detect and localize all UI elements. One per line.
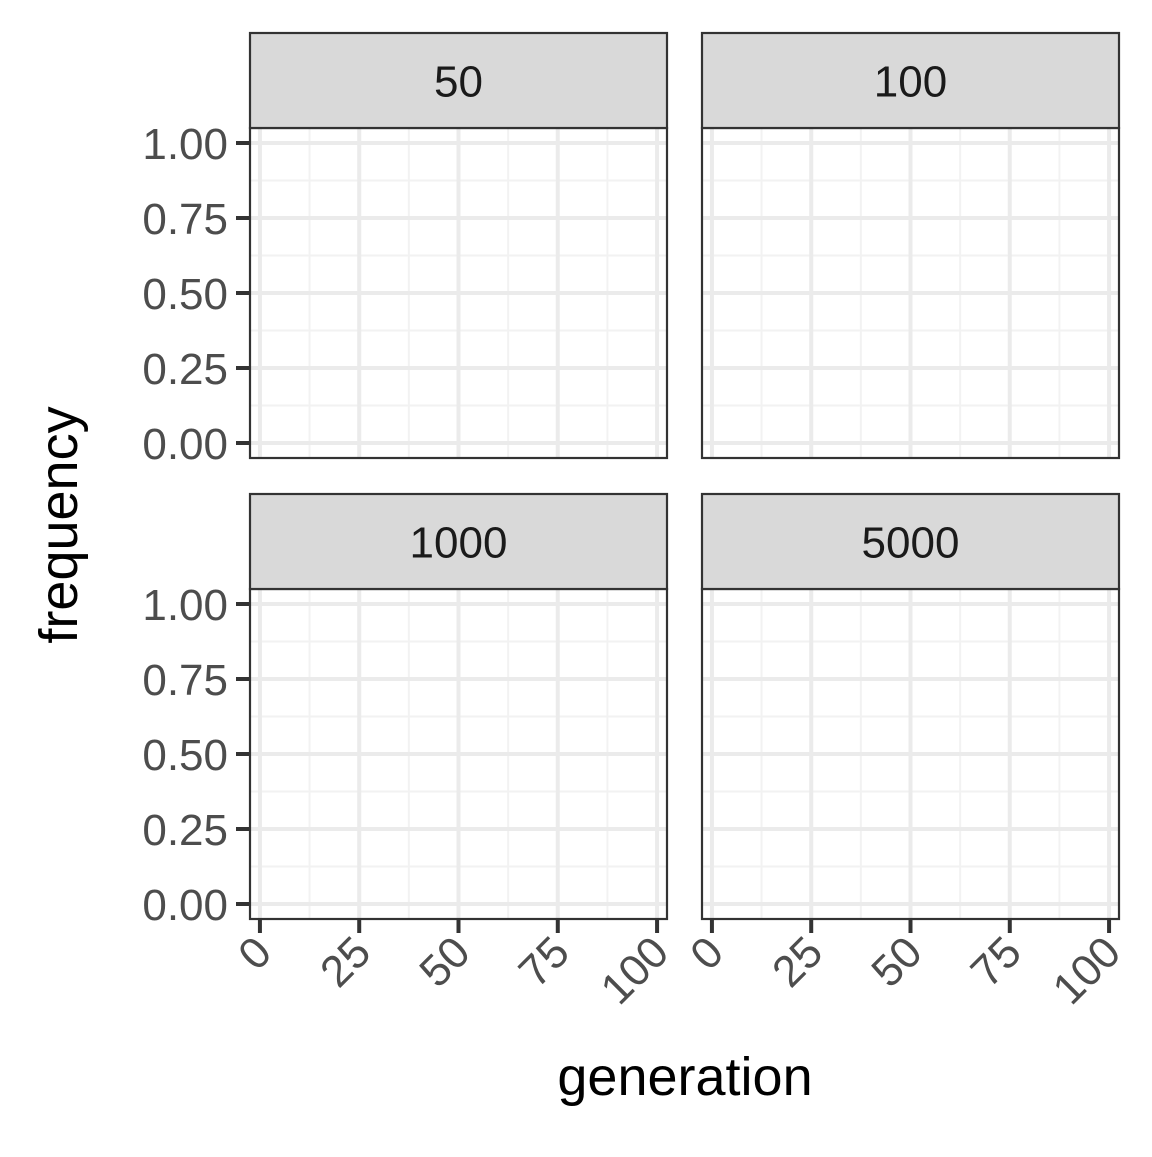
facet-panel-1000: 1000 0.00 0.25 0.50 0.75 1.00 0 25 50 75 100 xyxy=(142,492,679,1014)
y-tick-label: 0.50 xyxy=(142,270,228,319)
y-tick-label: 0.25 xyxy=(142,806,228,855)
panels-layer: 500.000.250.500.751.0010010000.000.250.5… xyxy=(142,31,1131,1014)
facet-strip-label: 100 xyxy=(874,58,947,107)
y-tick-label: 0.75 xyxy=(142,656,228,705)
x-tick-label: 25 xyxy=(763,927,832,996)
x-tick-label: 0 xyxy=(229,927,281,979)
y-tick-label: 0.75 xyxy=(142,195,228,244)
x-axis-title: generation xyxy=(557,1047,812,1107)
y-tick-label: 0.25 xyxy=(142,345,228,394)
y-tick-label: 0.00 xyxy=(142,420,228,469)
y-tick-label: 0.50 xyxy=(142,731,228,780)
x-tick-label: 0 xyxy=(681,927,733,979)
x-tick-label: 50 xyxy=(410,927,479,996)
facet-strip-label: 1000 xyxy=(410,519,508,568)
y-tick-label: 0.00 xyxy=(142,881,228,930)
facet-strip-label: 5000 xyxy=(862,519,960,568)
facet-panel-50: 50 0.00 0.25 0.50 0.75 1.00 xyxy=(142,31,669,469)
y-tick-label: 1.00 xyxy=(142,581,228,630)
x-tick-label: 25 xyxy=(311,927,380,996)
y-axis-title: frequency xyxy=(29,406,89,643)
facet-panel-100: 100 xyxy=(700,31,1121,460)
x-tick-label: 100 xyxy=(1044,927,1131,1014)
facet-panel-5000: 5000 0 25 50 75 100 xyxy=(681,492,1131,1014)
facet-strip xyxy=(700,492,1121,591)
facet-strip-label: 50 xyxy=(434,58,483,107)
facet-strip xyxy=(700,31,1121,130)
x-tick-label: 75 xyxy=(962,927,1031,996)
facet-strip xyxy=(248,31,669,130)
facet-strip xyxy=(248,492,669,591)
y-tick-label: 1.00 xyxy=(142,120,228,169)
x-tick-label: 50 xyxy=(862,927,931,996)
x-tick-label: 100 xyxy=(592,927,679,1014)
x-tick-label: 75 xyxy=(510,927,579,996)
